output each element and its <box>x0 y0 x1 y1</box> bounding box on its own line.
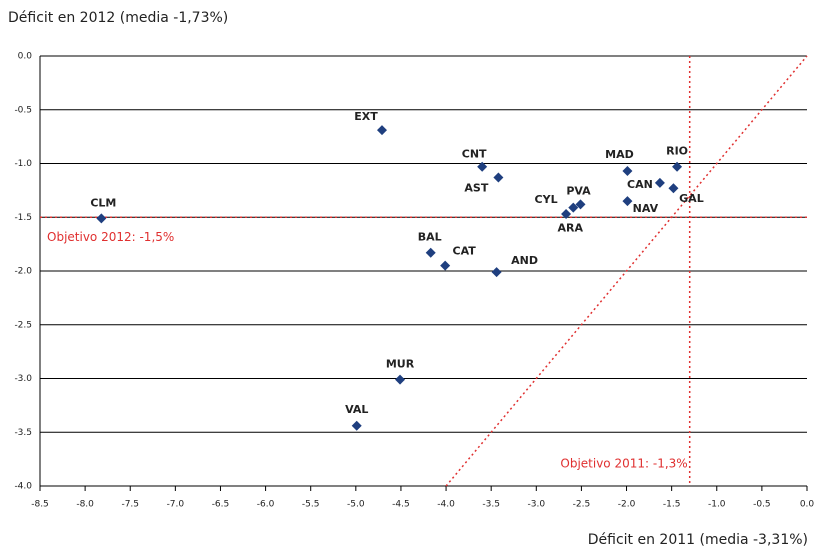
point <box>654 177 665 188</box>
x-tick-label: -3.0 <box>528 500 546 510</box>
point <box>376 125 387 136</box>
point-label: MUR <box>386 358 415 371</box>
point-label: VAL <box>345 403 368 416</box>
point <box>351 420 362 431</box>
point <box>440 260 451 271</box>
y-tick-label: -1.5 <box>14 213 32 223</box>
x-tick-label: -6.0 <box>257 500 275 510</box>
point-label: AST <box>464 181 488 194</box>
y-tick-label: -1.0 <box>14 159 32 169</box>
point-label: CLM <box>90 196 116 209</box>
point-label: MAD <box>605 148 634 161</box>
y-tick-label: -2.5 <box>14 320 32 330</box>
y-tick-label: -3.5 <box>14 428 32 438</box>
point <box>477 161 488 172</box>
point <box>668 183 679 194</box>
point <box>425 247 436 258</box>
reference-label: Objetivo 2012: -1,5% <box>47 230 174 244</box>
point <box>568 202 579 213</box>
point-label: PVA <box>566 184 591 197</box>
point-label: CAN <box>627 178 653 191</box>
point <box>622 196 633 207</box>
y-tick-label: 0.0 <box>18 52 33 62</box>
y-tick-label: -3.0 <box>14 374 32 384</box>
point <box>96 213 107 224</box>
y-tick-label: -0.5 <box>14 105 32 115</box>
x-tick-label: -2.5 <box>573 500 591 510</box>
point <box>575 199 586 210</box>
point-label: CNT <box>462 148 487 161</box>
point <box>622 166 633 177</box>
point-label: AND <box>511 254 538 267</box>
reference-label: Objetivo 2011: -1,3% <box>560 457 687 471</box>
x-tick-label: -8.5 <box>31 500 49 510</box>
x-tick-label: -7.5 <box>121 500 139 510</box>
x-tick-label: -1.5 <box>663 500 681 510</box>
x-tick-label: -2.0 <box>618 500 636 510</box>
point-label: BAL <box>418 231 442 244</box>
point-label: GAL <box>679 192 704 205</box>
x-axis-label: Déficit en 2011 (media -3,31%) <box>588 532 808 548</box>
point-label: RIO <box>666 145 688 158</box>
point-label: NAV <box>633 202 659 215</box>
point <box>395 374 406 385</box>
x-tick-label: -1.0 <box>708 500 726 510</box>
point <box>491 267 502 278</box>
x-tick-label: 0.0 <box>800 500 814 510</box>
x-tick-label: -5.5 <box>302 500 320 510</box>
y-tick-label: -2.0 <box>14 267 32 277</box>
x-tick-label: -4.0 <box>437 500 455 510</box>
x-tick-label: -3.5 <box>482 500 500 510</box>
point-label: CYL <box>535 193 558 206</box>
y-axis-label: Déficit en 2012 (media -1,73%) <box>8 10 228 26</box>
diagonal-line <box>445 55 808 487</box>
point <box>561 209 572 220</box>
point-label: EXT <box>354 110 378 123</box>
point <box>672 161 683 172</box>
x-tick-label: -5.0 <box>347 500 365 510</box>
x-tick-label: -6.5 <box>212 500 230 510</box>
point-label: CAT <box>453 245 477 258</box>
point <box>493 172 504 183</box>
x-tick-label: -8.0 <box>76 500 94 510</box>
y-tick-label: -4.0 <box>14 482 32 492</box>
x-tick-label: -7.0 <box>167 500 185 510</box>
x-tick-label: -0.5 <box>753 500 771 510</box>
x-tick-label: -4.5 <box>392 500 410 510</box>
point-label: ARA <box>558 222 584 235</box>
